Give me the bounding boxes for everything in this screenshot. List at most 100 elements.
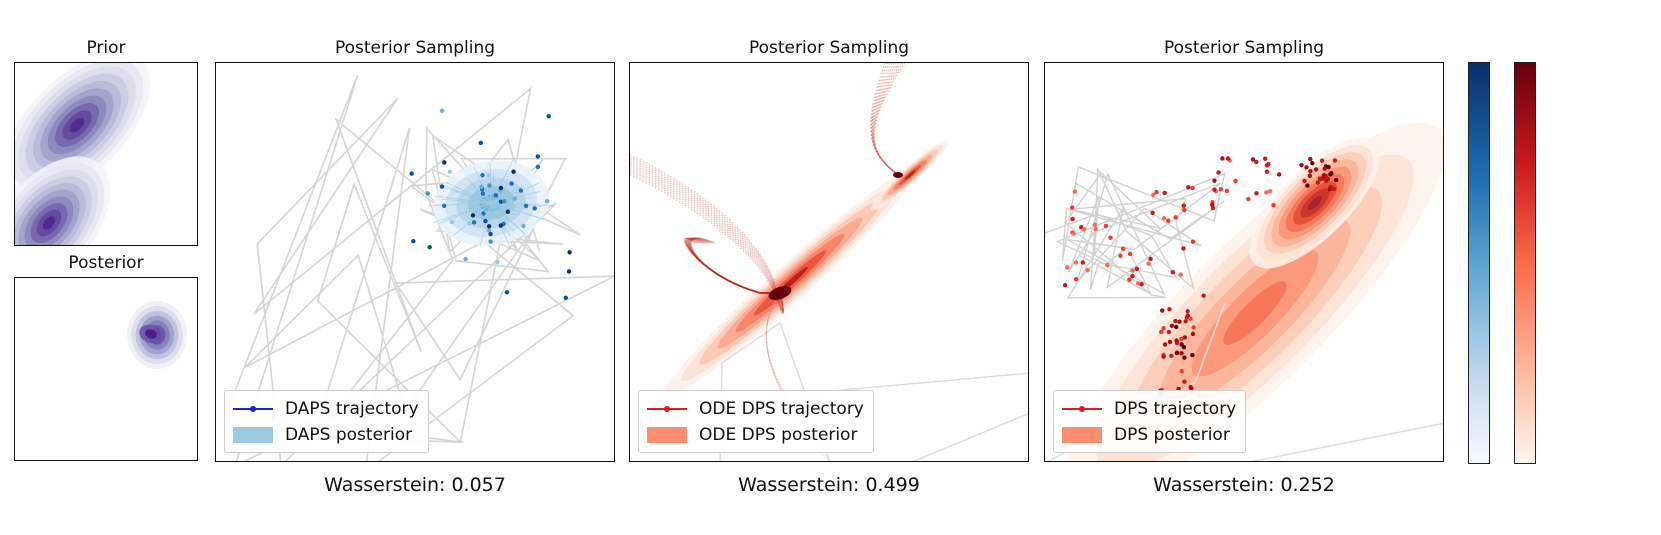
prior-density-low [42, 216, 56, 230]
daps-sample-edge [490, 202, 511, 237]
daps-trajectory-point [563, 295, 568, 301]
daps-sample-edge [428, 202, 492, 207]
dps-trajectory-point [1169, 353, 1174, 358]
dps-trajectory-point [1307, 173, 1313, 178]
dps-trajectory-point [1332, 158, 1338, 163]
daps-trajectory-point [544, 199, 550, 204]
dps-trajectory-point [1181, 203, 1186, 208]
dps-trajectory-point [1159, 329, 1164, 335]
daps-trajectory-point [439, 184, 445, 189]
dps-trajectory-point [1308, 169, 1313, 174]
dps-trajectory-point [1161, 216, 1167, 221]
daps-sample-edge [433, 195, 492, 204]
dps-trajectory-point [1323, 175, 1329, 180]
ode-trajectory-path [873, 63, 904, 176]
dps-trajectory-point [1160, 308, 1165, 313]
dps-trajectory-point [1225, 156, 1231, 161]
dps-trajectory-point [1254, 159, 1259, 165]
dps-trajectory-point [1073, 260, 1079, 265]
dps-trajectory-point [1264, 169, 1270, 174]
dps-trajectory-point [1174, 324, 1179, 330]
dps-trajectory-point [1179, 336, 1184, 342]
ode-trajectory-path [687, 237, 780, 294]
dps-trajectory-point [1212, 187, 1217, 192]
blues-colorbar [1468, 62, 1490, 464]
dps-trajectory-point [1305, 183, 1310, 188]
dps-posterior-density-mode [1307, 195, 1323, 211]
ode-trajectory-path [872, 63, 902, 176]
dps-trajectory-point [1327, 187, 1333, 192]
dps-trajectory-point [1183, 319, 1188, 324]
daps-trajectory-point [493, 193, 499, 198]
dps-trajectory-point [1118, 253, 1123, 259]
dps-trajectory-point [1299, 162, 1304, 168]
dps-trajectory-point [1073, 277, 1079, 282]
ode-trajectory-path [685, 237, 780, 294]
dps-trajectory-point [1304, 165, 1309, 170]
daps-sample-edge [490, 202, 529, 210]
dps-trajectory-point [1186, 185, 1191, 190]
daps-trajectory-point [509, 202, 515, 208]
dps-trajectory-point [1162, 342, 1168, 347]
ode-trajectory-path [630, 154, 785, 312]
ode-legend-trajectory: ODE DPS trajectory [647, 396, 864, 422]
dps-legend-trajectory: DPS trajectory [1062, 396, 1236, 422]
daps-sample-edge [490, 202, 516, 234]
daps-trajectory-swatch [233, 402, 273, 416]
ode-trajectory-path [630, 167, 785, 314]
dps-trajectory-point [1216, 170, 1221, 175]
dps-trajectory-point [1150, 210, 1155, 215]
daps-sample-edge [490, 202, 516, 216]
daps-trajectory-point [486, 224, 492, 229]
daps-trajectory-point [471, 220, 477, 225]
daps-gray-trajectory [225, 75, 614, 461]
daps-sample-edge [490, 202, 544, 220]
daps-trajectory-point [447, 169, 453, 175]
daps-trajectory-point [510, 206, 515, 211]
daps-wasserstein: Wasserstein: 0.057 [324, 474, 506, 496]
daps-trajectory-point [499, 204, 505, 209]
daps-legend: DAPS trajectory DAPS posterior [224, 390, 429, 453]
daps-sample-edge [438, 202, 492, 225]
daps-sample-edge [490, 185, 524, 204]
ode-trajectory-path [689, 237, 780, 294]
daps-trajectory-point [481, 211, 486, 216]
daps-plot: DAPS trajectory DAPS posterior [215, 62, 615, 462]
dps-trajectory-point [1276, 172, 1282, 177]
daps-trajectory-point [478, 140, 483, 146]
dps-trajectory-point [1093, 226, 1098, 232]
daps-trajectory-point [441, 203, 447, 208]
daps-sample-edge [490, 202, 494, 212]
daps-sample-edge [490, 190, 520, 204]
dps-trajectory-point [1166, 329, 1172, 335]
dps-trajectory-point [1310, 160, 1315, 166]
ode-trajectory-path [688, 237, 780, 294]
dps-trajectory-point [1161, 325, 1166, 331]
ode-trajectory-path [870, 63, 899, 176]
dps-trajectory-point [1331, 186, 1336, 191]
dps-plot: DPS trajectory DPS posterior [1044, 62, 1444, 462]
ode-posterior-swatch [647, 427, 687, 443]
dps-trajectory-point [1174, 338, 1179, 343]
daps-trajectory-point [480, 173, 485, 178]
ode-trajectory-path [765, 294, 830, 461]
daps-trajectory-point [411, 239, 416, 244]
dps-trajectory-point [1188, 316, 1193, 321]
dps-trajectory-swatch [1062, 402, 1102, 416]
prior-density-high [69, 117, 85, 133]
dps-trajectory-point [1173, 318, 1178, 324]
dps-trajectory-point [1329, 171, 1334, 176]
ode-trajectory-swatch [647, 402, 687, 416]
dps-trajectory-point [1322, 166, 1327, 171]
daps-trajectory-point [470, 213, 476, 218]
daps-sample-edge [487, 202, 492, 225]
ode-trajectory-path [630, 165, 785, 313]
dps-trajectory-point [1174, 350, 1180, 356]
ode-wasserstein: Wasserstein: 0.499 [738, 474, 920, 496]
daps-trajectory-point [566, 269, 572, 274]
daps-trajectory-point [449, 219, 455, 225]
dps-trajectory-point [1190, 185, 1195, 191]
ode-trajectory-path [872, 63, 899, 176]
dps-trajectory-point [1218, 187, 1223, 192]
daps-trajectory-point [532, 206, 537, 211]
